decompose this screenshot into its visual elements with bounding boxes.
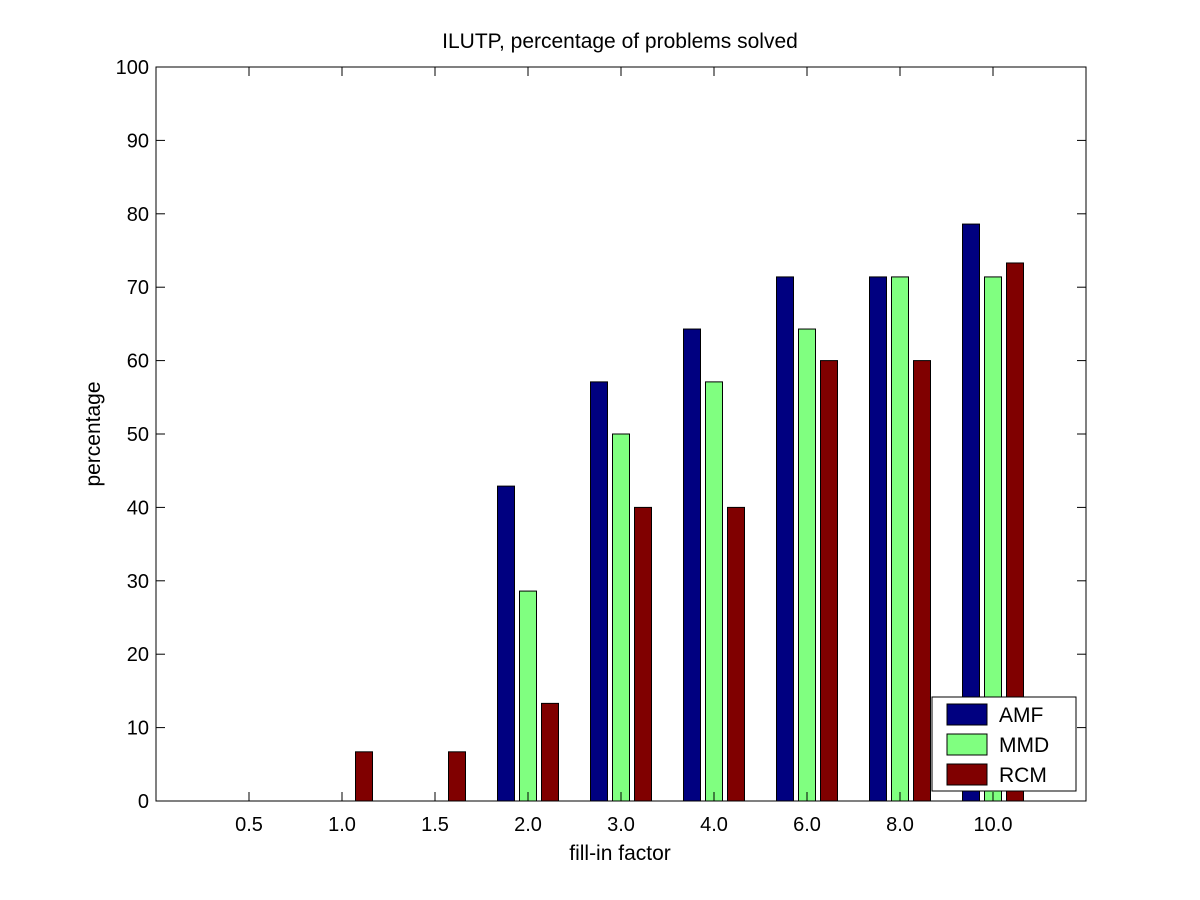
x-tick-label: 8.0 bbox=[886, 814, 914, 836]
x-tick-label: 0.5 bbox=[235, 814, 263, 836]
legend: AMF MMD RCM bbox=[931, 696, 1077, 792]
bar-rcm-8.0 bbox=[913, 360, 931, 802]
legend-swatch-rcm bbox=[946, 763, 988, 786]
y-tick-label: 70 bbox=[127, 277, 149, 299]
bar-rcm-1.5 bbox=[448, 751, 466, 802]
y-tick-label: 20 bbox=[127, 644, 149, 666]
bar-mmd-4.0 bbox=[705, 381, 723, 802]
bar-rcm-1.0 bbox=[355, 751, 373, 802]
legend-label-mmd: MMD bbox=[999, 734, 1049, 757]
bar-mmd-8.0 bbox=[891, 276, 909, 802]
bar-mmd-2.0 bbox=[519, 590, 537, 802]
x-tick-label: 10.0 bbox=[974, 814, 1013, 836]
y-tick-label: 30 bbox=[127, 571, 149, 593]
x-axis-label: fill-in factor bbox=[569, 842, 671, 865]
legend-label-amf: AMF bbox=[999, 704, 1043, 727]
bar-amf-4.0 bbox=[683, 328, 701, 802]
y-tick-label: 90 bbox=[127, 130, 149, 152]
bar-rcm-2.0 bbox=[541, 702, 559, 802]
bar-rcm-4.0 bbox=[727, 506, 745, 802]
bar-mmd-3.0 bbox=[612, 433, 630, 802]
bar-mmd-6.0 bbox=[798, 328, 816, 802]
y-tick-label: 60 bbox=[127, 351, 149, 373]
x-tick-label: 2.0 bbox=[514, 814, 542, 836]
x-tick-label: 3.0 bbox=[607, 814, 635, 836]
x-tick-label: 1.5 bbox=[421, 814, 449, 836]
bar-amf-6.0 bbox=[776, 276, 794, 802]
x-tick-label: 4.0 bbox=[700, 814, 728, 836]
bar-rcm-6.0 bbox=[820, 360, 838, 802]
axes-group: 0 10 20 30 40 50 60 70 80 90 100 0.5 1.0 1.5 2.0 3.0 4.0… bbox=[116, 57, 1087, 836]
chart-title: ILUTP, percentage of problems solved bbox=[442, 30, 798, 53]
bars-group bbox=[355, 223, 1024, 802]
y-tick-label: 10 bbox=[127, 718, 149, 740]
x-tick-label: 6.0 bbox=[793, 814, 821, 836]
bar-amf-2.0 bbox=[497, 485, 515, 802]
legend-swatch-mmd bbox=[946, 733, 988, 756]
legend-swatch-amf bbox=[946, 703, 988, 726]
x-tick-label: 1.0 bbox=[328, 814, 356, 836]
bar-amf-8.0 bbox=[869, 276, 887, 802]
legend-label-rcm: RCM bbox=[999, 764, 1047, 787]
bar-rcm-3.0 bbox=[634, 506, 652, 802]
y-axis-label: percentage bbox=[82, 381, 105, 486]
y-tick-label: 100 bbox=[116, 57, 149, 79]
y-tick-label: 50 bbox=[127, 424, 149, 446]
y-tick-label: 40 bbox=[127, 497, 149, 519]
y-tick-label: 0 bbox=[138, 791, 149, 813]
y-tick-label: 80 bbox=[127, 204, 149, 226]
bar-amf-3.0 bbox=[590, 381, 608, 802]
